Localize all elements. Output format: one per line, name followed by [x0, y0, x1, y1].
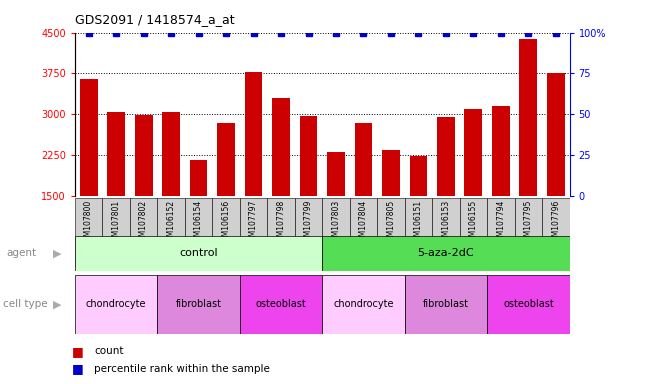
Bar: [162, 112, 180, 277]
Bar: [240, 198, 268, 267]
Text: GSM106156: GSM106156: [221, 200, 230, 246]
Bar: [75, 198, 102, 267]
Bar: [405, 275, 487, 334]
Bar: [432, 198, 460, 267]
Text: GSM107799: GSM107799: [304, 200, 313, 246]
Bar: [382, 150, 400, 277]
Bar: [217, 123, 235, 277]
Text: GSM107804: GSM107804: [359, 200, 368, 246]
Text: GSM107796: GSM107796: [551, 200, 561, 246]
Bar: [460, 198, 487, 267]
Text: count: count: [94, 346, 124, 356]
Text: GSM107794: GSM107794: [497, 200, 505, 246]
Text: cell type: cell type: [3, 299, 48, 310]
Bar: [487, 198, 515, 267]
Text: fibroblast: fibroblast: [176, 299, 221, 310]
Bar: [515, 198, 542, 267]
Text: GSM106151: GSM106151: [414, 200, 423, 246]
Text: GSM107798: GSM107798: [277, 200, 286, 246]
Text: GSM106155: GSM106155: [469, 200, 478, 246]
Bar: [272, 98, 290, 277]
Bar: [519, 39, 537, 277]
Text: ▶: ▶: [53, 299, 62, 310]
Bar: [542, 198, 570, 267]
Text: osteoblast: osteoblast: [503, 299, 554, 310]
Text: GSM107802: GSM107802: [139, 200, 148, 246]
Bar: [327, 152, 345, 277]
Text: agent: agent: [7, 248, 36, 258]
Text: fibroblast: fibroblast: [423, 299, 469, 310]
Text: GSM107800: GSM107800: [84, 200, 93, 246]
Bar: [487, 275, 570, 334]
Text: GSM107805: GSM107805: [387, 200, 395, 246]
Bar: [492, 106, 510, 277]
Bar: [547, 73, 565, 277]
Bar: [268, 198, 295, 267]
Text: GSM106153: GSM106153: [441, 200, 450, 246]
Text: chondrocyte: chondrocyte: [86, 299, 146, 310]
Bar: [158, 198, 185, 267]
Text: 5-aza-2dC: 5-aza-2dC: [418, 248, 474, 258]
Text: osteoblast: osteoblast: [256, 299, 307, 310]
Text: GDS2091 / 1418574_a_at: GDS2091 / 1418574_a_at: [75, 13, 234, 26]
Bar: [240, 275, 322, 334]
Bar: [437, 117, 455, 277]
Bar: [245, 72, 262, 277]
Text: ■: ■: [72, 345, 83, 358]
Bar: [107, 111, 125, 277]
Text: percentile rank within the sample: percentile rank within the sample: [94, 364, 270, 374]
Bar: [189, 160, 208, 277]
Bar: [350, 198, 377, 267]
Bar: [409, 156, 427, 277]
Text: GSM107801: GSM107801: [111, 200, 120, 246]
Text: GSM106152: GSM106152: [167, 200, 176, 246]
Bar: [295, 198, 322, 267]
Bar: [79, 79, 98, 277]
Text: GSM107797: GSM107797: [249, 200, 258, 246]
Text: control: control: [179, 248, 218, 258]
Bar: [355, 124, 372, 277]
Bar: [135, 115, 152, 277]
Bar: [322, 236, 570, 271]
Bar: [75, 236, 322, 271]
Bar: [299, 116, 318, 277]
Text: ▶: ▶: [53, 248, 62, 258]
Bar: [405, 198, 432, 267]
Text: GSM106154: GSM106154: [194, 200, 203, 246]
Text: ■: ■: [72, 362, 83, 375]
Bar: [75, 275, 158, 334]
Text: GSM107803: GSM107803: [331, 200, 340, 246]
Bar: [322, 275, 405, 334]
Bar: [212, 198, 240, 267]
Bar: [465, 109, 482, 277]
Bar: [185, 198, 212, 267]
Bar: [322, 198, 350, 267]
Bar: [130, 198, 158, 267]
Bar: [102, 198, 130, 267]
Text: GSM107795: GSM107795: [524, 200, 533, 246]
Bar: [158, 275, 240, 334]
Bar: [377, 198, 405, 267]
Text: chondrocyte: chondrocyte: [333, 299, 394, 310]
